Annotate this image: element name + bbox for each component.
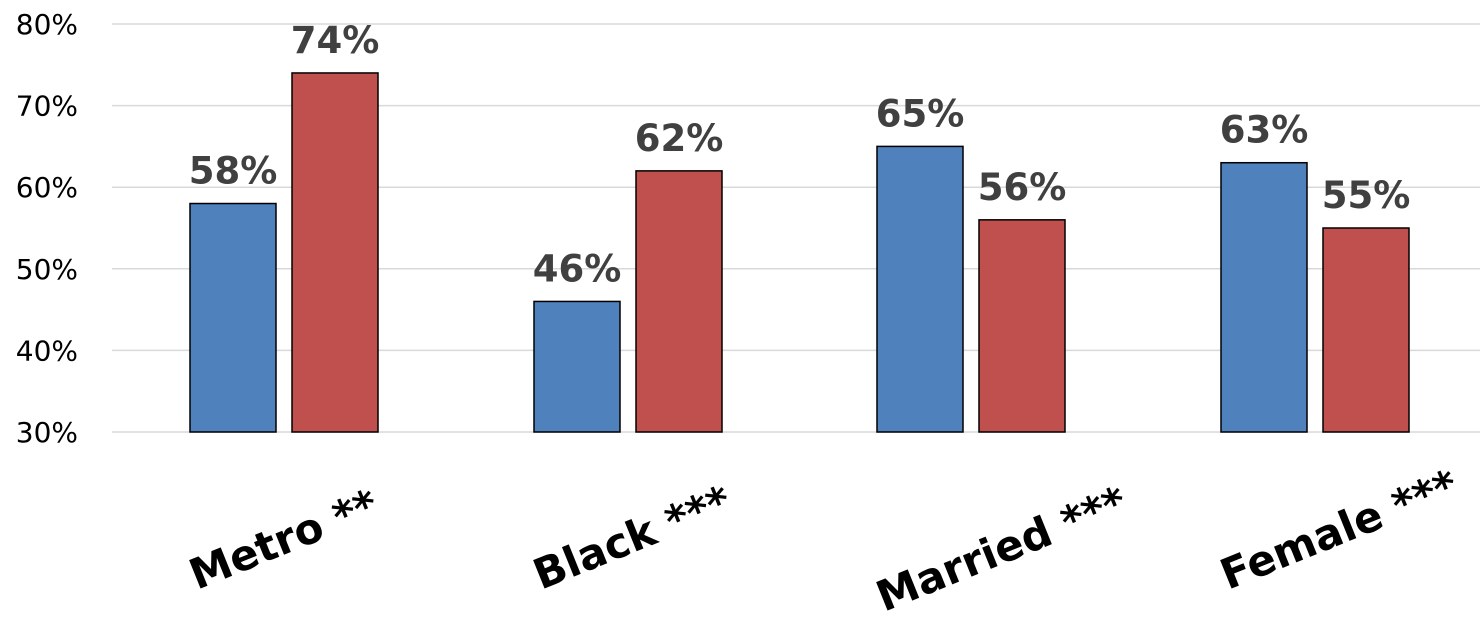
data-label-0-series-1: 74% (291, 19, 380, 62)
bar-3-series-1 (1322, 227, 1410, 433)
data-label-2-series-1: 56% (978, 166, 1067, 209)
bars (189, 72, 1410, 433)
data-labels: 58% 74% 46% 62% 65% 56% 63% 55% (189, 19, 1411, 290)
category-label-0: Metro ** (182, 479, 384, 599)
bar-1-series-1 (635, 170, 723, 433)
y-tick-label-30: 30% (16, 416, 78, 449)
y-tick-label-80: 80% (16, 8, 78, 41)
y-tick-label-60: 60% (16, 171, 78, 204)
y-tick-label-40: 40% (16, 334, 78, 367)
y-axis-tick-labels: 30% 40% 50% 60% 70% 80% (16, 8, 78, 449)
y-tick-label-50: 50% (16, 253, 78, 286)
bar-2-series-0 (876, 145, 964, 433)
category-label-3: Female *** (1213, 460, 1464, 599)
bar-1-series-0 (533, 300, 621, 433)
category-label-1: Black *** (526, 476, 737, 599)
category-labels: Metro ** Black *** Married *** Female *** (182, 460, 1464, 621)
bar-0-series-1 (291, 72, 379, 433)
category-label-2: Married *** (869, 477, 1133, 622)
bar-3-series-0 (1220, 161, 1308, 433)
data-label-1-series-1: 62% (635, 117, 724, 160)
bar-0-series-0 (189, 202, 277, 433)
data-label-1-series-0: 46% (533, 247, 622, 290)
data-label-0-series-0: 58% (189, 150, 278, 193)
y-tick-label-70: 70% (16, 90, 78, 123)
bar-2-series-1 (978, 219, 1066, 433)
data-label-2-series-0: 65% (876, 92, 965, 135)
data-label-3-series-0: 63% (1220, 109, 1309, 152)
data-label-3-series-1: 55% (1322, 174, 1411, 217)
